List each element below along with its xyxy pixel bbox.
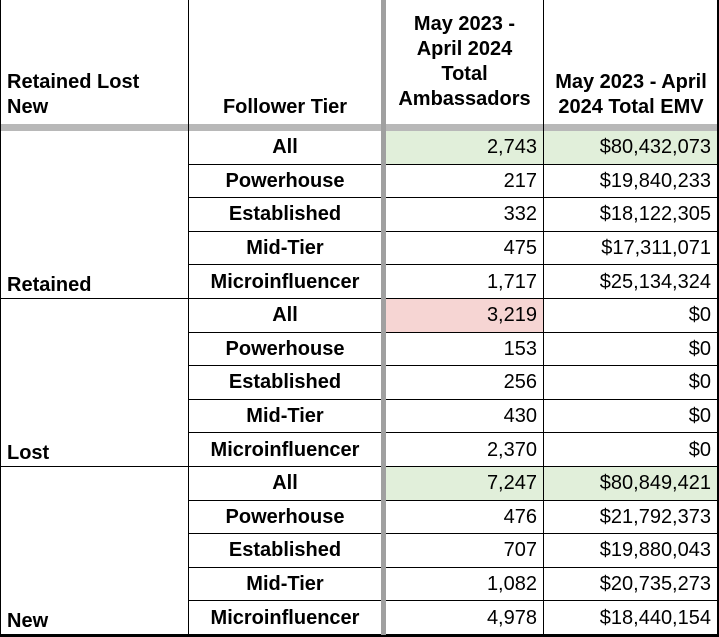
tier-cell: Established	[228, 371, 342, 394]
group-label: Lost	[7, 442, 50, 464]
header-total-emv: May 2023 - April 2024 Total EMV	[555, 71, 707, 118]
emv-cell: $0	[688, 337, 711, 360]
tier-cell: Established	[228, 539, 342, 562]
ambassadors-cell: 153	[503, 337, 537, 360]
tier-cell: Microinfluencer	[210, 606, 360, 629]
group-label: New	[7, 610, 49, 632]
row-divider	[188, 566, 719, 568]
ambassadors-cell: 2,370	[486, 438, 537, 461]
tier-cell: Powerhouse	[225, 505, 345, 528]
ambassadors-cell: 475	[503, 237, 537, 260]
ambassadors-cell: 7,247	[386, 467, 543, 501]
tier-cell: Microinfluencer	[210, 270, 360, 293]
header-status: Retained Lost New	[7, 71, 140, 118]
group-divider	[0, 298, 719, 299]
row-divider	[188, 600, 719, 602]
emv-cell: $18,122,305	[599, 203, 711, 226]
header-follower-tier: Follower Tier	[222, 96, 348, 118]
emv-cell: $0	[688, 304, 711, 327]
emv-cell: $20,735,273	[599, 573, 711, 596]
group-divider	[0, 466, 719, 467]
ambassadors-cell: 476	[503, 505, 537, 528]
ambassadors-cell: 4,978	[486, 606, 537, 629]
row-divider	[188, 533, 719, 535]
row-divider	[188, 432, 719, 434]
emv-cell: $0	[688, 405, 711, 428]
row-divider	[188, 365, 719, 367]
emv-cell: $0	[688, 438, 711, 461]
header-total-ambassadors: May 2023 - April 2024 Total Ambassadors	[398, 13, 531, 110]
col-divider-3	[543, 0, 544, 637]
emv-cell: $80,432,073	[544, 131, 717, 165]
row-divider	[188, 230, 719, 232]
tier-cell: Mid-Tier	[246, 573, 324, 596]
ambassadors-cell: 1,717	[486, 270, 537, 293]
ambassadors-cell: 707	[503, 539, 537, 562]
tier-cell: Powerhouse	[225, 169, 345, 192]
header-divider	[0, 124, 719, 131]
left-border	[0, 0, 1, 637]
emv-cell: $18,440,154	[599, 606, 711, 629]
row-divider	[188, 499, 719, 501]
tier-cell: Mid-Tier	[246, 405, 324, 428]
ambassadors-cell: 3,219	[386, 299, 543, 333]
tier-cell: All	[272, 304, 298, 327]
row-divider	[188, 331, 719, 333]
ambassadors-cell: 430	[503, 405, 537, 428]
ambassadors-cell: 1,082	[486, 573, 537, 596]
ambassadors-cell: 256	[503, 371, 537, 394]
emv-cell: $25,134,324	[599, 270, 711, 293]
col-divider-2	[381, 0, 386, 637]
emv-cell: $19,840,233	[599, 169, 711, 192]
ambassadors-cell: 332	[503, 203, 537, 226]
tier-cell: Established	[228, 203, 342, 226]
tier-cell: All	[272, 472, 298, 495]
emv-cell: $0	[688, 371, 711, 394]
emv-cell: $80,849,421	[544, 467, 717, 501]
ambassadors-cell: 2,743	[386, 131, 543, 165]
group-divider	[0, 634, 719, 635]
col-divider-1	[188, 0, 189, 637]
tier-cell: Powerhouse	[225, 337, 345, 360]
right-border	[717, 0, 719, 637]
tier-cell: Mid-Tier	[246, 237, 324, 260]
bottom-border	[0, 635, 719, 637]
tier-cell: All	[272, 136, 298, 159]
emv-cell: $17,311,071	[601, 237, 711, 260]
row-divider	[188, 163, 719, 165]
row-divider	[188, 398, 719, 400]
emv-cell: $19,880,043	[599, 539, 711, 562]
group-label: Retained	[7, 274, 92, 296]
tier-cell: Microinfluencer	[210, 438, 360, 461]
row-divider	[188, 197, 719, 199]
emv-cell: $21,792,373	[599, 505, 711, 528]
row-divider	[188, 264, 719, 266]
ambassadors-cell: 217	[503, 169, 537, 192]
